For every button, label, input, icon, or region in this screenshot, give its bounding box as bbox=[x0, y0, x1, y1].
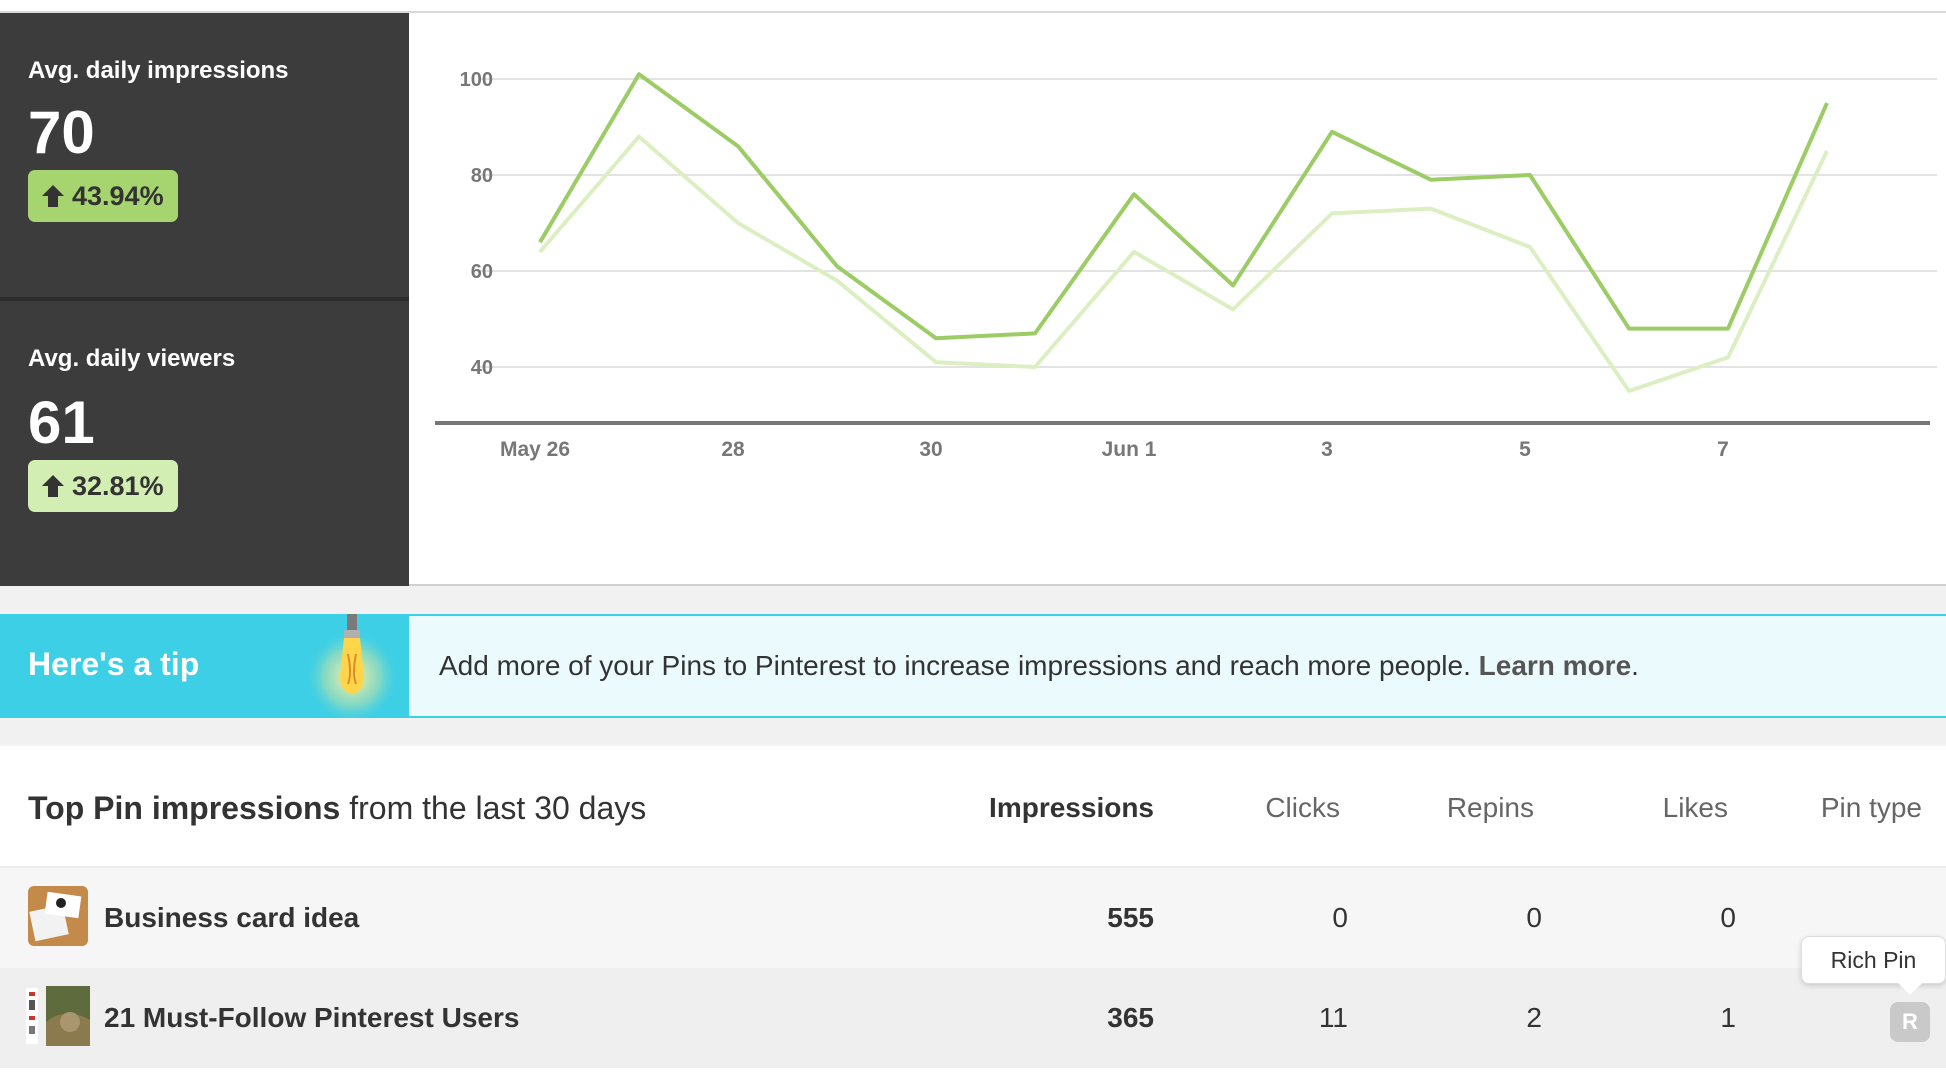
table-row[interactable]: 21 Must-Follow Pinterest Users 365 11 2 … bbox=[0, 968, 1946, 1068]
y-tick-label: 40 bbox=[471, 357, 493, 379]
impressions-value: 70 bbox=[28, 99, 95, 166]
viewers-label: Avg. daily viewers bbox=[28, 345, 236, 372]
impressions-label: Avg. daily impressions bbox=[28, 57, 289, 84]
up-arrow-icon bbox=[42, 475, 64, 497]
tip-header: Here's a tip bbox=[0, 614, 409, 718]
tip-title: Here's a tip bbox=[28, 646, 200, 682]
x-tick-label: Jun 1 bbox=[1102, 438, 1157, 461]
impressions-change-badge: 43.94% bbox=[28, 170, 178, 222]
impressions-change-value: 43.94% bbox=[72, 180, 164, 211]
table-row[interactable]: Business card idea 555 0 0 0 bbox=[0, 868, 1946, 968]
tip-text: Add more of your Pins to Pinterest to in… bbox=[439, 650, 1479, 681]
viewers-value: 61 bbox=[28, 389, 95, 456]
repins-cell: 2 bbox=[1526, 1002, 1542, 1033]
column-clicks[interactable]: Clicks bbox=[1265, 792, 1340, 823]
stats-divider bbox=[0, 297, 409, 301]
pin-thumbnail[interactable] bbox=[26, 986, 90, 1046]
column-impressions[interactable]: Impressions bbox=[989, 792, 1154, 823]
impressions-series-line bbox=[538, 72, 1829, 341]
tip-body: Add more of your Pins to Pinterest to in… bbox=[409, 614, 1946, 718]
x-tick-label: 7 bbox=[1717, 438, 1729, 461]
top-pins-table: Top Pin impressions from the last 30 day… bbox=[0, 746, 1946, 1082]
y-tick-label: 100 bbox=[460, 69, 493, 91]
top-divider bbox=[0, 0, 1946, 13]
table-header: Top Pin impressions from the last 30 day… bbox=[0, 746, 1946, 868]
line-chart: 40 60 80 100 May 26 28 30 Jun 1 3 5 7 bbox=[435, 69, 1937, 461]
rich-pin-badge[interactable]: R bbox=[1890, 1002, 1930, 1042]
impressions-chart: 40 60 80 100 May 26 28 30 Jun 1 3 5 7 bbox=[409, 13, 1946, 586]
viewers-change-badge: 32.81% bbox=[28, 460, 178, 512]
x-tick-label: 3 bbox=[1321, 438, 1333, 461]
up-arrow-icon bbox=[42, 185, 64, 207]
tooltip-arrow bbox=[1898, 983, 1922, 995]
x-tick-label: 30 bbox=[919, 438, 942, 461]
viewers-change-value: 32.81% bbox=[72, 470, 164, 501]
y-tick-label: 80 bbox=[471, 165, 493, 187]
pin-title[interactable]: 21 Must-Follow Pinterest Users bbox=[104, 1002, 520, 1033]
pin-thumbnail[interactable] bbox=[28, 886, 88, 946]
stats-panel: Avg. daily impressions 70 43.94% Avg. da… bbox=[0, 13, 409, 586]
table-title: Top Pin impressions from the last 30 day… bbox=[28, 790, 646, 827]
column-pin-type[interactable]: Pin type bbox=[1820, 792, 1922, 823]
impressions-cell: 555 bbox=[1107, 902, 1154, 933]
table-title-rest: from the last 30 days bbox=[340, 790, 647, 826]
likes-cell: 1 bbox=[1720, 1002, 1736, 1033]
likes-cell: 0 bbox=[1720, 902, 1736, 933]
viewers-series-line bbox=[538, 134, 1829, 393]
lightbulb-icon bbox=[304, 614, 400, 718]
x-tick-label: 5 bbox=[1519, 438, 1531, 461]
column-likes[interactable]: Likes bbox=[1662, 792, 1728, 823]
clicks-cell: 11 bbox=[1318, 1002, 1348, 1033]
x-tick-label: May 26 bbox=[500, 438, 570, 461]
viewers-stat[interactable]: Avg. daily viewers 61 32.81% bbox=[0, 301, 409, 586]
rich-pin-tooltip: Rich Pin bbox=[1801, 936, 1946, 984]
tip-end: . bbox=[1631, 650, 1639, 681]
clicks-cell: 0 bbox=[1332, 902, 1348, 933]
pin-title[interactable]: Business card idea bbox=[104, 902, 360, 933]
tip-banner: Here's a tip Add more of your Pins to Pi… bbox=[0, 614, 1946, 718]
repins-cell: 0 bbox=[1526, 902, 1542, 933]
impressions-stat[interactable]: Avg. daily impressions 70 43.94% bbox=[0, 13, 409, 297]
impressions-cell: 365 bbox=[1107, 1002, 1154, 1033]
tip-message: Add more of your Pins to Pinterest to in… bbox=[439, 650, 1639, 682]
x-tick-label: 28 bbox=[721, 438, 745, 461]
y-tick-label: 60 bbox=[471, 261, 493, 283]
column-repins[interactable]: Repins bbox=[1446, 792, 1534, 823]
table-title-bold: Top Pin impressions bbox=[28, 790, 341, 826]
learn-more-link[interactable]: Learn more bbox=[1478, 650, 1632, 681]
